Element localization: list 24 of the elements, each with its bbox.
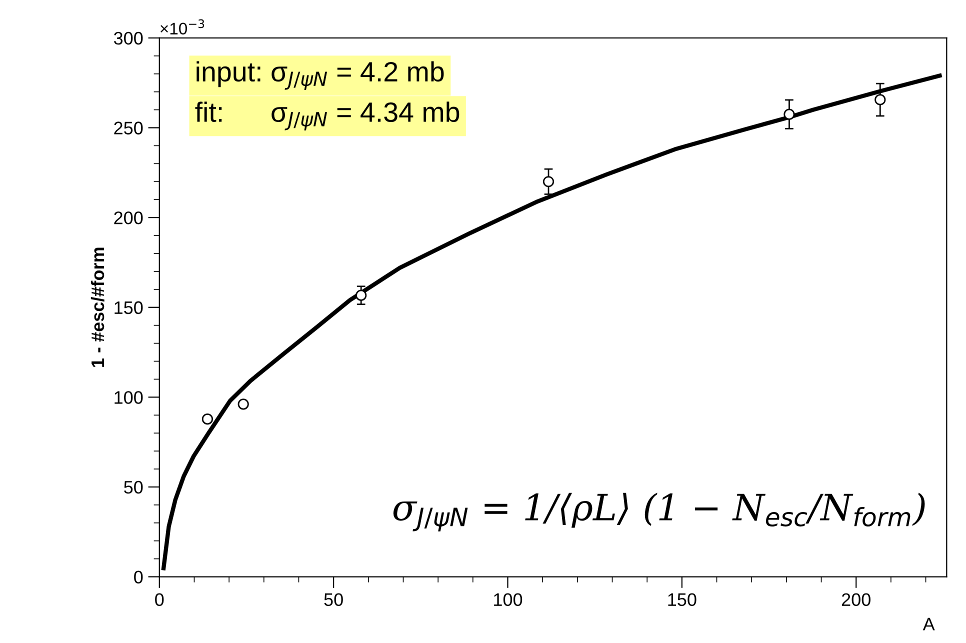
x-axis-title: A [922,618,935,630]
annotation: σ$_{J/ψN}$ = 1/⟨ρL⟩ (1 − N$_{esc}$/N$_{form}$) [393,492,925,532]
x-tick-label: 150 [668,593,696,606]
y-tick-label: 0 [134,570,143,584]
x-tick-label: 100 [494,593,522,606]
y-tick-label: 200 [114,211,143,224]
y-tick-label: 300 [114,32,143,45]
point [356,290,367,301]
x-tick-label: 200 [842,593,870,606]
x-tick-label: 0 [155,593,164,606]
point [238,398,249,410]
annotation: fit: σ$_{J/ψN}$ = 4.34 mb [195,102,460,130]
annotation: input: σ$_{J/ψN}$ = 4.2 mb [196,61,444,90]
point [874,94,886,106]
point [542,176,554,188]
y-tick-label: 50 [124,480,143,494]
y-tick-label: 150 [114,301,143,314]
text: ×10$^{−3}$ [160,19,204,35]
y-tick-label: 100 [114,391,143,404]
y-axis-title: 1 - #esc/#form [90,248,104,367]
point [784,108,795,120]
y-tick-label: 250 [114,122,143,134]
x-tick-label: 50 [324,593,343,606]
point [202,414,214,425]
